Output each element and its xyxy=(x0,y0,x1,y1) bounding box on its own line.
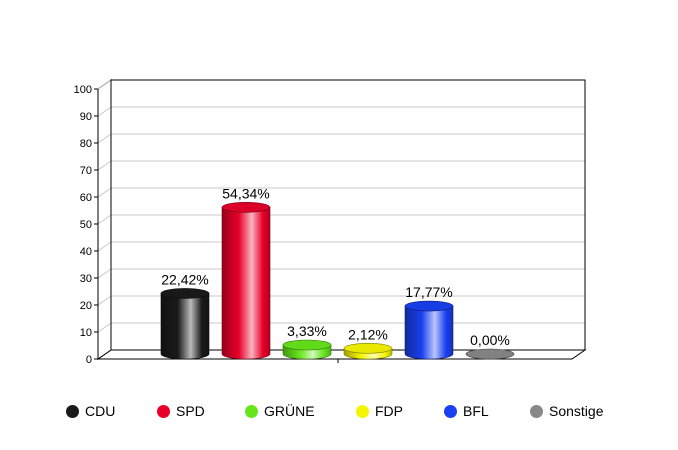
bar xyxy=(404,300,454,360)
legend-swatch xyxy=(66,404,79,418)
legend-label: GRÜNE xyxy=(264,403,315,419)
y-tick-label: 100 xyxy=(74,84,92,96)
bar-top xyxy=(404,300,454,312)
y-tick-label: 30 xyxy=(80,273,92,285)
y-axis: 0 10 20 30 40 50 60 70 80 90 100 xyxy=(74,84,339,366)
y-tick-label: 70 xyxy=(80,165,92,177)
y-tick-label: 40 xyxy=(80,246,92,258)
bar-top xyxy=(465,348,515,360)
bar-top xyxy=(221,201,271,213)
legend-item: FDP xyxy=(356,398,403,424)
y-tick-label: 50 xyxy=(80,219,92,231)
bar-top xyxy=(160,288,210,299)
legend-swatch xyxy=(157,404,170,418)
bar-top xyxy=(282,339,332,351)
legend-item: CDU xyxy=(66,398,115,424)
gridline-side xyxy=(97,133,112,144)
legend-item: BFL xyxy=(444,398,489,424)
y-tick-label: 0 xyxy=(86,354,92,366)
legend-swatch xyxy=(530,404,543,418)
data-label: 54,34% xyxy=(222,185,269,201)
gridline-side xyxy=(97,214,112,225)
gridline-side xyxy=(97,79,112,90)
legend-swatch xyxy=(444,404,457,418)
legend-item: Sonstige xyxy=(530,398,603,424)
legend-label: Sonstige xyxy=(549,403,604,419)
bar xyxy=(160,288,210,360)
legend-item: GRÜNE xyxy=(245,398,315,424)
gridline-side xyxy=(97,187,112,198)
gridline-side xyxy=(97,268,112,279)
bar-body xyxy=(221,206,271,360)
legend-swatch xyxy=(356,404,369,418)
legend-label: FDP xyxy=(375,403,403,419)
bar xyxy=(343,342,393,360)
gridline-side xyxy=(97,160,112,171)
legend-item: SPD xyxy=(157,398,205,424)
gridline-side xyxy=(97,106,112,117)
legend-swatch xyxy=(245,404,258,418)
bars xyxy=(160,201,515,360)
y-tick-label: 80 xyxy=(80,138,92,150)
bar xyxy=(465,348,515,360)
data-label: 17,77% xyxy=(405,284,452,300)
bar-body xyxy=(160,293,210,360)
y-tick-label: 60 xyxy=(80,192,92,204)
legend-label: CDU xyxy=(85,403,116,419)
data-label: 22,42% xyxy=(161,271,208,287)
legend-label: BFL xyxy=(463,403,489,419)
data-label: 2,12% xyxy=(348,326,388,342)
legend-label: SPD xyxy=(176,403,205,419)
data-labels: 22,42% 54,34% 3,33% 2,12% 17,77% 0,00% xyxy=(161,185,510,348)
data-label: 3,33% xyxy=(287,323,327,339)
gridline-side xyxy=(97,241,112,252)
bar-top xyxy=(343,342,393,354)
bar xyxy=(221,201,271,360)
y-tick-label: 20 xyxy=(80,300,92,312)
gridline-side xyxy=(97,322,112,333)
y-tick-label: 10 xyxy=(80,327,92,339)
y-tick-label: 90 xyxy=(80,111,92,123)
back-wall-border xyxy=(110,79,586,350)
gridline-side xyxy=(97,295,112,306)
legend: CDU SPD GRÜNE FDP BFL Sonstige xyxy=(0,398,678,424)
bar-body xyxy=(404,305,454,360)
bar xyxy=(282,339,332,360)
data-label: 0,00% xyxy=(470,332,510,348)
